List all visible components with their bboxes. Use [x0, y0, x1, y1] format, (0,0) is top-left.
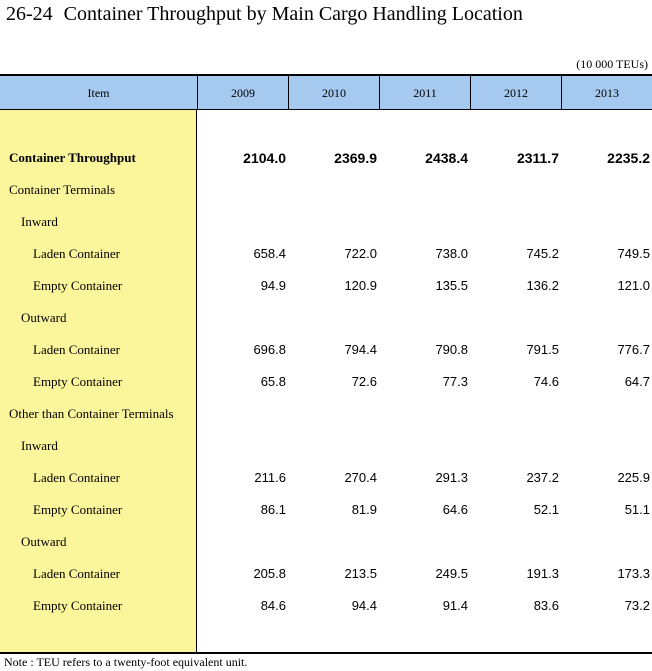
cell-value: 72.6 [351, 374, 377, 389]
cell-value: 74.6 [533, 374, 559, 389]
row-label: Empty Container [33, 502, 123, 517]
cell-value: 83.6 [533, 598, 559, 613]
table-row: Laden Container 205.8 213.5 249.5 191.3 173.3 [0, 558, 652, 590]
table-row: Empty Container 65.8 72.6 77.3 74.6 64.7 [0, 366, 652, 398]
table-header: Item 2009 2010 2011 2012 2013 [0, 74, 652, 110]
cell-value: 135.5 [435, 278, 468, 293]
table-body: Container Throughput 2104.0 2369.9 2438.4 23… [0, 110, 652, 654]
cell-value: 65.8 [260, 374, 286, 389]
cell-value: 94.9 [260, 278, 286, 293]
cell-value: 794.4 [344, 342, 377, 357]
table-title: Container Throughput by Main Cargo Handl… [63, 3, 523, 25]
cell-value: 91.4 [442, 598, 468, 613]
header-year: 2009 [197, 76, 288, 110]
row-label: Laden Container [33, 342, 120, 357]
row-label: Inward [21, 438, 58, 453]
cell-value: 237.2 [526, 470, 559, 485]
row-label: Empty Container [33, 598, 123, 613]
table-row: Container Throughput 2104.0 2369.9 2438.4 23… [0, 142, 652, 174]
cell-value: 249.5 [435, 566, 468, 581]
cell-value: 790.8 [435, 342, 468, 357]
table-row: Outward [0, 526, 652, 558]
cell-value: 745.2 [526, 246, 559, 261]
table-row: Outward [0, 302, 652, 334]
cell-value: 77.3 [442, 374, 468, 389]
data-table: Item 2009 2010 2011 2012 2013 Container … [0, 74, 652, 654]
table-row: Inward [0, 206, 652, 238]
row-label: Empty Container [33, 278, 123, 293]
cell-value: 121.0 [617, 278, 650, 293]
table-row: Empty Container 86.1 81.9 64.6 52.1 51.1 [0, 494, 652, 526]
unit-label: (10 000 TEUs) [576, 57, 648, 71]
cell-value: 52.1 [533, 502, 559, 517]
table-row: Other than Container Terminals [0, 398, 652, 430]
cell-value: 2235.2 [607, 150, 650, 166]
cell-value: 2438.4 [425, 150, 468, 166]
table-row: Inward [0, 430, 652, 462]
table-row: Laden Container 211.6 270.4 291.3 237.2 225.9 [0, 462, 652, 494]
header-year: 2011 [379, 76, 470, 110]
cell-value: 658.4 [253, 246, 286, 261]
cell-value: 738.0 [435, 246, 468, 261]
table-row: Empty Container 94.9 120.9 135.5 136.2 121.0 [0, 270, 652, 302]
row-label: Laden Container [33, 470, 120, 485]
row-label: Empty Container [33, 374, 123, 389]
cell-value: 722.0 [344, 246, 377, 261]
cell-value: 136.2 [526, 278, 559, 293]
cell-value: 211.6 [254, 470, 286, 485]
cell-value: 94.4 [351, 598, 377, 613]
table-row: Empty Container 84.6 94.4 91.4 83.6 73.2 [0, 590, 652, 622]
table-number: 26-24 [6, 3, 53, 25]
cell-value: 213.5 [344, 566, 377, 581]
cell-value: 696.8 [253, 342, 286, 357]
header-item: Item [87, 86, 110, 100]
row-label: Laden Container [33, 566, 120, 581]
footnote: Note : TEU refers to a twenty-foot equiv… [4, 655, 248, 669]
row-label: Outward [21, 310, 67, 325]
cell-value: 64.7 [624, 374, 650, 389]
cell-value: 776.7 [617, 342, 650, 357]
cell-value: 2311.7 [516, 150, 559, 166]
table-row: Laden Container 658.4 722.0 738.0 745.2 749.5 [0, 238, 652, 270]
cell-value: 64.6 [442, 502, 468, 517]
header-year: 2012 [470, 76, 561, 110]
row-label: Other than Container Terminals [9, 406, 174, 421]
cell-value: 749.5 [617, 246, 650, 261]
cell-value: 2104.0 [243, 150, 286, 166]
cell-value: 81.9 [351, 502, 377, 517]
row-label: Outward [21, 534, 67, 549]
header-year: 2013 [561, 76, 652, 110]
cell-value: 191.3 [526, 566, 559, 581]
cell-value: 225.9 [617, 470, 650, 485]
cell-value: 205.8 [253, 566, 286, 581]
row-label: Laden Container [33, 246, 120, 261]
cell-value: 270.4 [344, 470, 377, 485]
cell-value: 51.1 [624, 502, 650, 517]
cell-value: 2369.9 [334, 150, 377, 166]
cell-value: 86.1 [260, 502, 286, 517]
header-year: 2010 [288, 76, 379, 110]
cell-value: 291.3 [435, 470, 468, 485]
cell-value: 791.5 [526, 342, 559, 357]
table-row: Laden Container 696.8 794.4 790.8 791.5 776.7 [0, 334, 652, 366]
item-column [0, 110, 197, 652]
cell-value: 73.2 [624, 598, 650, 613]
row-label: Inward [21, 214, 58, 229]
cell-value: 120.9 [344, 278, 377, 293]
page-title: 26-24 Container Throughput by Main Cargo… [6, 3, 523, 26]
cell-value: 173.3 [617, 566, 650, 581]
cell-value: 84.6 [260, 598, 286, 613]
table-row: Container Terminals [0, 174, 652, 206]
row-label: Container Terminals [9, 182, 116, 197]
row-label: Container Throughput [9, 150, 136, 165]
